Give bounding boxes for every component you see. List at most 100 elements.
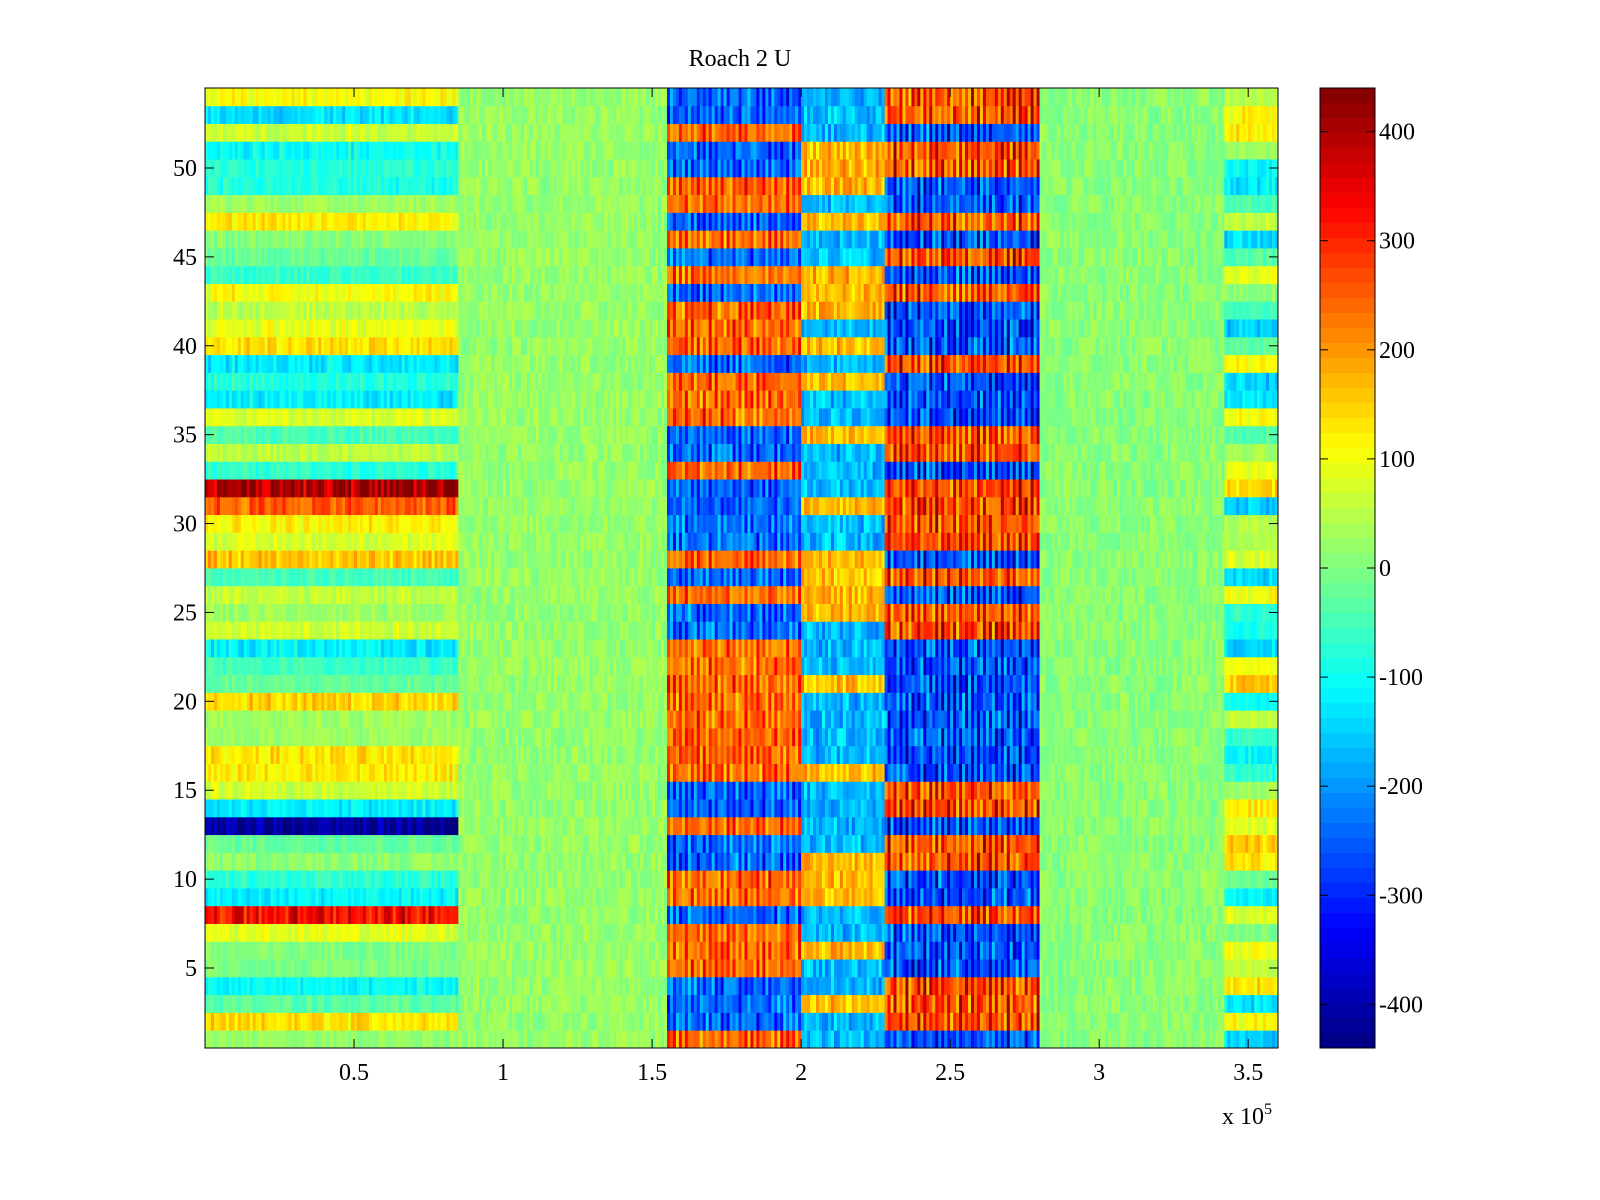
heatmap-cell	[225, 959, 230, 978]
heatmap-cell	[1260, 941, 1264, 960]
heatmap-cell	[216, 1030, 221, 1049]
heatmap-cell	[789, 870, 793, 889]
heatmap-cell	[827, 799, 832, 818]
heatmap-cell	[345, 994, 349, 1013]
heatmap-cell	[985, 905, 990, 924]
heatmap-cell	[279, 799, 283, 818]
heatmap-cell	[351, 799, 355, 818]
heatmap-cell	[631, 852, 635, 871]
heatmap-cell	[717, 834, 722, 853]
heatmap-cell	[616, 941, 620, 960]
heatmap-cell	[491, 959, 495, 978]
heatmap-cell	[279, 976, 283, 996]
heatmap-cell	[234, 888, 239, 907]
heatmap-cell	[1078, 888, 1082, 907]
heatmap-cell	[726, 799, 730, 818]
heatmap-cell	[687, 852, 692, 871]
heatmap-cell	[1176, 976, 1181, 996]
heatmap-cell	[780, 799, 784, 818]
heatmap-cell	[413, 923, 418, 942]
heatmap-cell	[1042, 994, 1046, 1013]
heatmap-cell	[956, 1030, 960, 1049]
heatmap-cell	[1161, 994, 1166, 1013]
heatmap-cell	[750, 941, 754, 960]
heatmap-cell	[860, 834, 865, 853]
heatmap-cell	[1158, 905, 1163, 924]
heatmap-cell	[479, 994, 483, 1013]
heatmap-cell	[1224, 976, 1228, 996]
heatmap-cell	[252, 905, 257, 924]
heatmap-cell	[690, 994, 695, 1013]
heatmap-cell	[678, 852, 683, 871]
heatmap-cell	[956, 852, 960, 871]
heatmap-cell	[297, 888, 301, 907]
heatmap-cell	[386, 888, 391, 907]
heatmap-cell	[491, 870, 495, 889]
heatmap-cell	[538, 976, 543, 996]
heatmap-cell	[908, 959, 912, 978]
heatmap-cell	[956, 905, 960, 924]
heatmap-cell	[821, 941, 826, 960]
heatmap-cell	[991, 852, 996, 871]
heatmap-cell	[997, 870, 1002, 889]
heatmap-cell	[866, 1012, 871, 1031]
heatmap-cell	[371, 816, 376, 836]
heatmap-cell	[595, 888, 599, 907]
heatmap-cell	[1221, 852, 1225, 871]
heatmap-cell	[1069, 888, 1073, 907]
heatmap-cell	[658, 959, 662, 978]
heatmap-cell	[994, 870, 999, 889]
heatmap-cell	[258, 799, 263, 818]
heatmap-cell	[699, 1030, 704, 1049]
heatmap-cell	[917, 834, 921, 853]
heatmap-cell	[947, 923, 951, 942]
heatmap-cell	[634, 923, 638, 942]
heatmap-cell	[1170, 976, 1175, 996]
heatmap-cell	[1102, 941, 1106, 960]
heatmap-cell	[553, 816, 558, 836]
heatmap-cell	[616, 816, 620, 836]
heatmap-cell	[1161, 816, 1166, 836]
heatmap-cell	[514, 976, 519, 996]
heatmap-cell	[810, 816, 814, 836]
heatmap-cell	[628, 959, 632, 978]
heatmap-cell	[1245, 994, 1249, 1013]
heatmap-cell	[658, 1012, 662, 1031]
heatmap-cell	[392, 816, 397, 836]
heatmap-cell	[956, 888, 960, 907]
heatmap-cell	[401, 1030, 406, 1049]
heatmap-cell	[503, 959, 507, 978]
heatmap-cell	[994, 941, 999, 960]
heatmap-cell	[920, 941, 924, 960]
heatmap-cell	[807, 888, 811, 907]
heatmap-cell	[246, 994, 251, 1013]
heatmap-cell	[911, 959, 915, 978]
heatmap-cell	[339, 870, 343, 889]
heatmap-cell	[810, 870, 814, 889]
heatmap-cell	[440, 888, 444, 907]
heatmap-cell	[1093, 888, 1097, 907]
heatmap-cell	[1117, 834, 1121, 853]
heatmap-cell	[881, 888, 885, 907]
heatmap-cell	[321, 816, 325, 836]
heatmap-cell	[380, 799, 385, 818]
heatmap-cell	[458, 816, 462, 836]
heatmap-cell	[1051, 870, 1055, 889]
heatmap-cell	[953, 888, 957, 907]
heatmap-cell	[1012, 1012, 1017, 1031]
heatmap-cell	[1137, 870, 1142, 889]
heatmap-cell	[982, 888, 987, 907]
heatmap-cell	[1203, 941, 1207, 960]
heatmap-cell	[705, 941, 710, 960]
heatmap-cell	[646, 852, 650, 871]
heatmap-cell	[1248, 1030, 1252, 1049]
heatmap-cell	[869, 870, 874, 889]
heatmap-cell	[1078, 905, 1082, 924]
heatmap-cell	[792, 941, 796, 960]
heatmap-cell	[291, 799, 295, 818]
heatmap-cell	[1179, 816, 1184, 836]
heatmap-cell	[1191, 852, 1195, 871]
heatmap-cell	[1254, 1012, 1258, 1031]
heatmap-cell	[792, 1030, 796, 1049]
heatmap-cell	[938, 1012, 942, 1031]
